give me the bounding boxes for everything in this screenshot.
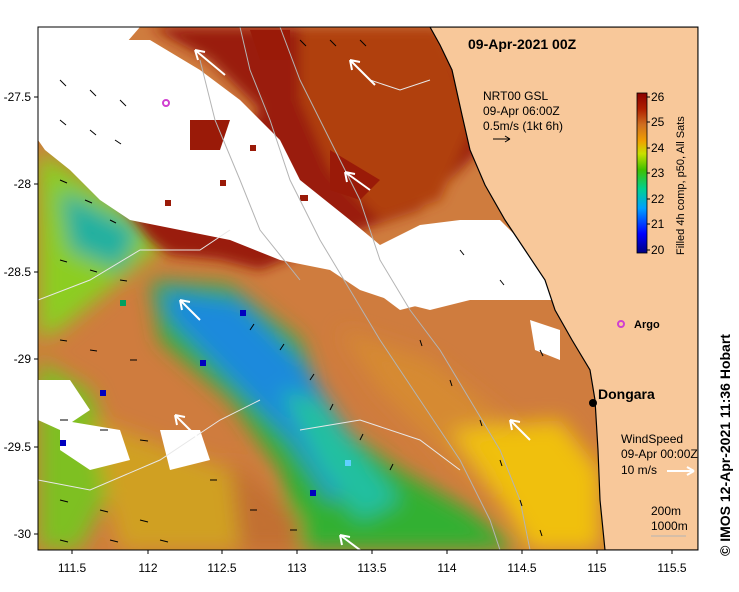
wind-arrows: [174, 49, 531, 550]
current-legend-line1: NRT00 GSL: [483, 89, 548, 103]
map-frame: [37, 26, 699, 551]
colorbar-gradient: [636, 92, 648, 254]
x-tick-label: 114: [437, 561, 456, 575]
colorbar-tick: 26: [651, 90, 665, 104]
cloud-mask: [38, 27, 560, 470]
australia-land: [429, 27, 698, 550]
argo-label: Argo: [634, 319, 660, 331]
x-tick-label: 112: [138, 561, 157, 575]
dongara-marker: Dongara: [589, 386, 655, 407]
x-tick-label: 115: [587, 561, 606, 575]
current-legend: NRT00 GSL 09-Apr 06:00Z 0.5m/s (1kt 6h): [483, 89, 563, 143]
y-tick-label: -29.5: [4, 440, 32, 454]
sst-contours: [38, 79, 461, 491]
wind-legend-line1: WindSpeed: [621, 432, 683, 446]
y-tick-label: -29: [14, 352, 32, 366]
colorbar-tick: 23: [651, 166, 665, 180]
argo-float-marker: [617, 320, 625, 328]
wind-scale-arrow-icon: [667, 466, 695, 476]
colorbar-caption: Filled 4h comp, p50, All Sats: [675, 116, 687, 255]
x-tick-label: 114.5: [507, 561, 536, 575]
y-tick-label: -28: [14, 177, 32, 191]
contour-legend: 200m 1000m: [651, 504, 688, 537]
bathymetry-contours: [199, 27, 531, 550]
current-legend-line3: 0.5m/s (1kt 6h): [483, 119, 563, 133]
wind-legend-speed: 10 m/s: [621, 463, 657, 477]
map-plot-area: [38, 27, 698, 550]
current-scale-arrow-icon: [493, 135, 511, 143]
wind-legend-line2: 09-Apr 00:00Z: [621, 447, 698, 461]
y-tick-label: -30: [14, 527, 32, 541]
contour-legend-200m: 200m: [651, 504, 681, 518]
y-axis: [34, 96, 38, 535]
colorbar: 26 25 24 23 22 21 20 Filled 4h comp, p50…: [636, 90, 687, 257]
x-tick-label: 113: [287, 561, 306, 575]
x-tick-label: 115.5: [657, 561, 686, 575]
x-tick-label: 112.5: [207, 561, 236, 575]
colorbar-tick: 21: [651, 217, 665, 231]
wind-legend: WindSpeed 09-Apr 00:00Z 10 m/s: [621, 432, 698, 477]
x-tick-label: 111.5: [58, 561, 87, 575]
colorbar-tick: 24: [651, 141, 665, 155]
argo-markers: Argo: [162, 99, 660, 331]
y-axis-labels: -27.5 -28 -28.5 -29 -29.5 -30: [4, 90, 32, 541]
credit-text: © IMOS 12-Apr-2021 11:36 Hobart: [717, 334, 733, 556]
current-arrows: [59, 39, 544, 543]
colorbar-tick: 20: [651, 243, 665, 257]
colorbar-tick: 25: [651, 115, 665, 129]
x-axis-labels: 111.5 112 112.5 113 113.5 114 114.5 115 …: [58, 561, 687, 575]
y-tick-label: -28.5: [4, 265, 32, 279]
x-tick-label: 113.5: [357, 561, 386, 575]
argo-float-marker: [162, 99, 170, 107]
current-legend-line2: 09-Apr 06:00Z: [483, 104, 560, 118]
colorbar-tick: 22: [651, 192, 665, 206]
map-title: 09-Apr-2021 00Z: [468, 36, 577, 52]
town-dot-icon: [589, 399, 597, 407]
x-axis: [71, 550, 673, 554]
pixel-speckles: [60, 145, 351, 496]
contour-legend-1000m: 1000m: [651, 519, 688, 533]
y-tick-label: -27.5: [4, 90, 32, 104]
dongara-label: Dongara: [598, 386, 655, 402]
